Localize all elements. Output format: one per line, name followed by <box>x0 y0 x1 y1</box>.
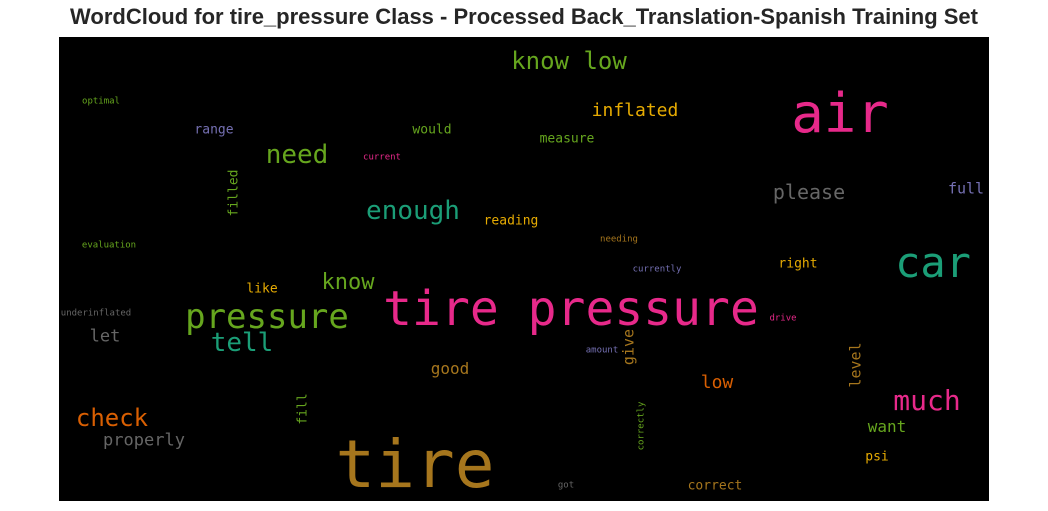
word-amount: amount <box>585 345 619 356</box>
word-correct: correct <box>687 478 743 494</box>
word-please: please <box>772 180 846 204</box>
word-drive: drive <box>769 313 797 324</box>
word-low: low <box>700 372 734 393</box>
word-evaluation: evaluation <box>81 240 137 251</box>
word-tire-pressure: tire pressure <box>383 281 759 337</box>
word-enough: enough <box>366 196 460 226</box>
word-right: right <box>778 256 818 272</box>
word-good: good <box>430 359 470 378</box>
word-inflated: inflated <box>591 100 679 121</box>
word-know: know <box>321 270 375 295</box>
chart-title: WordCloud for tire_pressure Class - Proc… <box>70 4 978 29</box>
word-needing: needing <box>600 234 638 245</box>
word-range: range <box>194 122 234 138</box>
word-much: much <box>893 384 961 417</box>
word-want: want <box>867 417 907 436</box>
word-give: give <box>619 328 638 366</box>
word-filled: filled <box>226 169 242 217</box>
word-optimal: optimal <box>82 96 120 107</box>
word-tire: tire <box>335 426 495 501</box>
word-car: car <box>895 238 971 287</box>
word-fill: fill <box>295 393 311 425</box>
word-level: level <box>846 342 865 388</box>
word-know-low: know low <box>511 47 627 75</box>
word-measure: measure <box>539 131 595 147</box>
word-need: need <box>265 140 329 170</box>
word-like: like <box>246 281 278 297</box>
word-would: would <box>412 122 452 138</box>
word-let: let <box>89 326 121 347</box>
word-current: current <box>363 152 401 163</box>
word-got: got <box>557 480 575 491</box>
word-correctly: correctly <box>636 401 647 451</box>
wordcloud-canvas: tire pressure tire air car pressure much tell e… <box>59 37 989 501</box>
word-currently: currently <box>632 264 682 275</box>
word-properly: properly <box>103 430 185 451</box>
word-full: full <box>947 179 985 198</box>
word-air: air <box>791 82 889 145</box>
word-underinflated: underinflated <box>60 308 132 319</box>
word-tell: tell <box>210 328 274 358</box>
word-check: check <box>75 404 149 432</box>
word-pressure: pressure <box>185 297 349 337</box>
word-psi: psi <box>865 449 889 465</box>
word-reading: reading <box>483 213 539 229</box>
